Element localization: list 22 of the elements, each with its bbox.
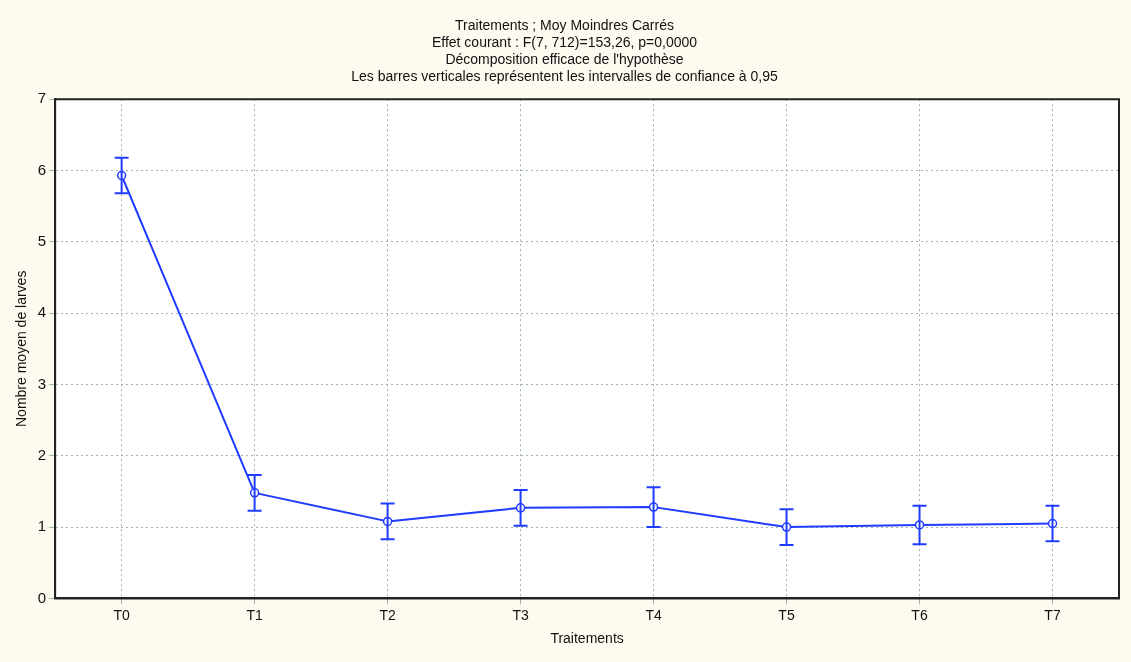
chart-subtitle: Effet courant : F(7, 712)=153,26, p=0,0000 xyxy=(431,34,698,51)
x-tick-label: T3 xyxy=(512,606,529,623)
chart-title: Traitements ; Moy Moindres Carrés xyxy=(455,17,674,34)
x-tick-label: T5 xyxy=(778,606,795,623)
y-tick-label: 7 xyxy=(37,89,47,107)
text: Les barres verticales représentent les intervalles de confiance à 0,95 xyxy=(351,67,778,84)
x-tick-label: T2 xyxy=(379,606,396,623)
y-axis-title: Nombre moyen de larves xyxy=(13,270,30,427)
text: Décomposition efficace de l'hypothèse xyxy=(445,50,684,67)
x-axis-title: Traitements xyxy=(550,630,624,647)
x-tick-label: T7 xyxy=(1044,606,1061,623)
y-tick-label: 6 xyxy=(37,160,47,178)
y-tick-label: 2 xyxy=(37,445,47,463)
x-tick-label: T0 xyxy=(113,606,131,623)
x-tick-label: T1 xyxy=(246,606,263,623)
x-tick-label: T4 xyxy=(645,606,662,623)
x-tick-label: T6 xyxy=(911,606,928,623)
y-tick-label: 4 xyxy=(37,303,47,321)
y-tick-label: 0 xyxy=(37,588,47,606)
y-tick-label: 3 xyxy=(37,374,47,392)
y-tick-label: 5 xyxy=(37,231,47,249)
y-tick-label: 1 xyxy=(37,517,47,535)
